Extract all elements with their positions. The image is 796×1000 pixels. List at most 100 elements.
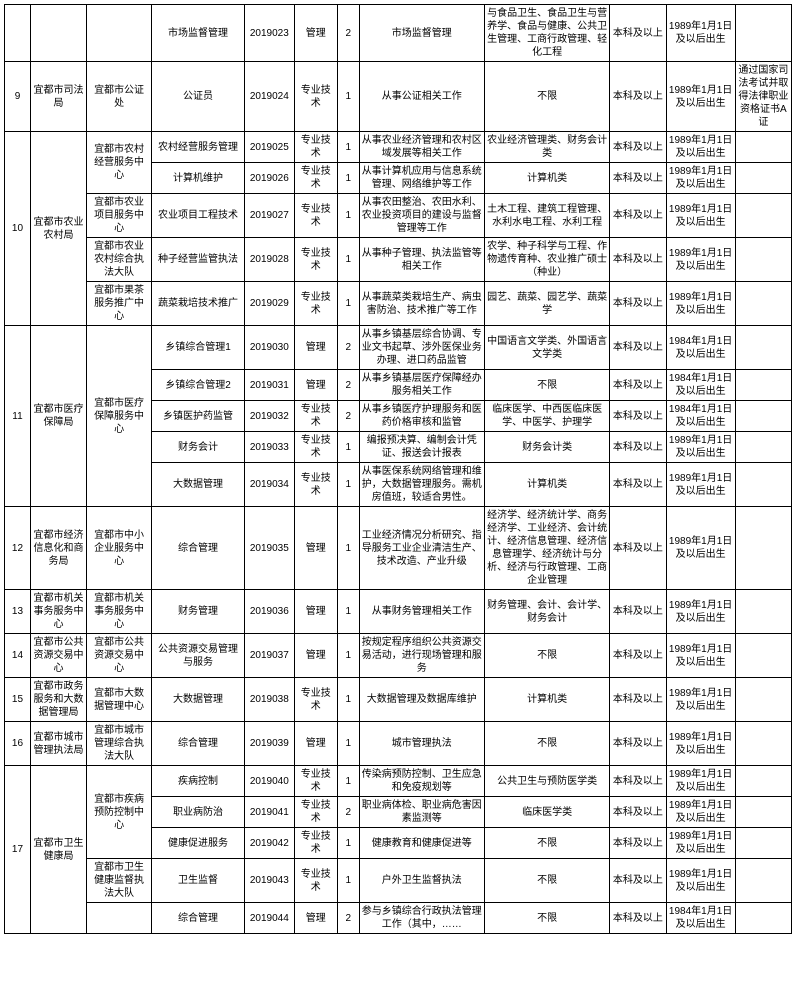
table-cell: 种子经营监管执法 xyxy=(152,238,245,282)
table-cell: 临床医学类 xyxy=(484,797,609,828)
table-cell: 蔬菜栽培技术推广 xyxy=(152,282,245,326)
table-cell: 从事种子管理、执法监管等相关工作 xyxy=(359,238,484,282)
table-cell: 宜都市公证处 xyxy=(87,62,152,132)
table-cell: 13 xyxy=(5,590,31,634)
table-cell: 专业技术 xyxy=(294,463,337,507)
table-cell: 乡镇综合管理2 xyxy=(152,370,245,401)
table-cell xyxy=(735,722,791,766)
table-cell: 1 xyxy=(337,859,359,903)
table-cell xyxy=(87,5,152,62)
table-cell: 1 xyxy=(337,463,359,507)
table-cell: 2 xyxy=(337,326,359,370)
table-cell: 本科及以上 xyxy=(610,194,666,238)
table-cell: 宜都市医疗保障服务中心 xyxy=(87,326,152,507)
table-cell: 宜都市政务服务和大数据管理局 xyxy=(30,678,86,722)
table-cell: 1984年1月1日及以后出生 xyxy=(666,903,735,934)
table-cell: 管理 xyxy=(294,634,337,678)
table-cell: 2019042 xyxy=(244,828,294,859)
table-row: 宜都市卫生健康监督执法大队卫生监督2019043专业技术1户外卫生监督执法不限本… xyxy=(5,859,792,903)
table-cell xyxy=(735,132,791,163)
table-cell: 从事财务管理相关工作 xyxy=(359,590,484,634)
table-cell: 1989年1月1日及以后出生 xyxy=(666,194,735,238)
table-cell: 不限 xyxy=(484,370,609,401)
table-row: 宜都市果茶服务推广中心蔬菜栽培技术推广2019029专业技术1从事蔬菜类栽培生产… xyxy=(5,282,792,326)
table-cell xyxy=(735,634,791,678)
table-cell: 1 xyxy=(337,828,359,859)
table-cell xyxy=(5,5,31,62)
table-row: 10宜都市农业农村局宜都市农村经营服务中心农村经营服务管理2019025专业技术… xyxy=(5,132,792,163)
table-cell: 乡镇医护药监管 xyxy=(152,401,245,432)
table-cell: 专业技术 xyxy=(294,828,337,859)
table-cell: 2 xyxy=(337,370,359,401)
table-cell: 1989年1月1日及以后出生 xyxy=(666,828,735,859)
table-cell: 专业技术 xyxy=(294,62,337,132)
table-row: 13宜都市机关事务服务中心宜都市机关事务服务中心财务管理2019036管理1从事… xyxy=(5,590,792,634)
table-cell: 2 xyxy=(337,5,359,62)
table-cell: 管理 xyxy=(294,5,337,62)
table-cell xyxy=(735,859,791,903)
table-cell: 管理 xyxy=(294,507,337,590)
table-cell: 大数据管理 xyxy=(152,463,245,507)
table-cell: 管理 xyxy=(294,326,337,370)
table-cell xyxy=(735,766,791,797)
table-cell: 财务管理、会计、会计学、财务会计 xyxy=(484,590,609,634)
table-cell: 1 xyxy=(337,507,359,590)
table-cell: 公共卫生与预防医学类 xyxy=(484,766,609,797)
table-row: 宜都市农业项目服务中心农业项目工程技术2019027专业技术1从事农田整治、农田… xyxy=(5,194,792,238)
table-cell: 1989年1月1日及以后出生 xyxy=(666,859,735,903)
table-cell: 宜都市农村经营服务中心 xyxy=(87,132,152,194)
table-cell: 公共资源交易管理与服务 xyxy=(152,634,245,678)
table-cell: 2019041 xyxy=(244,797,294,828)
table-cell: 宜都市医疗保障局 xyxy=(30,326,86,507)
table-cell: 1989年1月1日及以后出生 xyxy=(666,432,735,463)
table-cell: 不限 xyxy=(484,828,609,859)
table-cell: 从事农田整治、农田水利、农业投资项目的建设与监督管理等工作 xyxy=(359,194,484,238)
table-cell: 宜都市城市管理综合执法大队 xyxy=(87,722,152,766)
table-cell: 2019026 xyxy=(244,163,294,194)
table-cell: 农业经济管理类、财务会计类 xyxy=(484,132,609,163)
table-cell: 专业技术 xyxy=(294,282,337,326)
table-row: 16宜都市城市管理执法局宜都市城市管理综合执法大队综合管理2019039管理1城… xyxy=(5,722,792,766)
table-cell: 从事公证相关工作 xyxy=(359,62,484,132)
table-cell: 1989年1月1日及以后出生 xyxy=(666,722,735,766)
table-cell: 土木工程、建筑工程管理、水利水电工程、水利工程 xyxy=(484,194,609,238)
table-cell: 宜都市农业农村综合执法大队 xyxy=(87,238,152,282)
table-cell: 本科及以上 xyxy=(610,370,666,401)
table-cell: 2019024 xyxy=(244,62,294,132)
table-cell: 本科及以上 xyxy=(610,238,666,282)
table-cell xyxy=(735,5,791,62)
table-cell xyxy=(30,5,86,62)
table-cell: 15 xyxy=(5,678,31,722)
table-cell: 宜都市农业农村局 xyxy=(30,132,86,326)
table-cell xyxy=(735,163,791,194)
table-cell: 1989年1月1日及以后出生 xyxy=(666,507,735,590)
table-row: 市场监督管理2019023管理2市场监督管理与食品卫生、食品卫生与营养学、食品与… xyxy=(5,5,792,62)
table-cell: 2019032 xyxy=(244,401,294,432)
table-row: 11宜都市医疗保障局宜都市医疗保障服务中心乡镇综合管理12019030管理2从事… xyxy=(5,326,792,370)
table-cell: 计算机类 xyxy=(484,163,609,194)
table-cell: 专业技术 xyxy=(294,132,337,163)
recruitment-table: 市场监督管理2019023管理2市场监督管理与食品卫生、食品卫生与营养学、食品与… xyxy=(4,4,792,934)
table-row: 14宜都市公共资源交易中心宜都市公共资源交易中心公共资源交易管理与服务20190… xyxy=(5,634,792,678)
table-cell: 1 xyxy=(337,282,359,326)
table-cell: 宜都市司法局 xyxy=(30,62,86,132)
table-cell: 宜都市经济信息化和商务局 xyxy=(30,507,86,590)
table-cell xyxy=(735,401,791,432)
table-cell: 不限 xyxy=(484,903,609,934)
table-cell: 1989年1月1日及以后出生 xyxy=(666,62,735,132)
table-cell: 9 xyxy=(5,62,31,132)
table-cell: 不限 xyxy=(484,722,609,766)
table-cell: 宜都市机关事务服务中心 xyxy=(87,590,152,634)
table-cell: 2019035 xyxy=(244,507,294,590)
table-cell: 公证员 xyxy=(152,62,245,132)
table-cell: 2019027 xyxy=(244,194,294,238)
table-cell: 从事医保系统网络管理和维护，大数据管理服务。需机房值班，较适合男性。 xyxy=(359,463,484,507)
table-cell: 2 xyxy=(337,903,359,934)
table-cell: 从事乡镇基层医疗保障经办服务相关工作 xyxy=(359,370,484,401)
table-cell: 大数据管理及数据库维护 xyxy=(359,678,484,722)
table-cell: 宜都市城市管理执法局 xyxy=(30,722,86,766)
table-cell: 乡镇综合管理1 xyxy=(152,326,245,370)
table-cell: 本科及以上 xyxy=(610,590,666,634)
table-cell: 17 xyxy=(5,766,31,934)
table-cell: 农村经营服务管理 xyxy=(152,132,245,163)
